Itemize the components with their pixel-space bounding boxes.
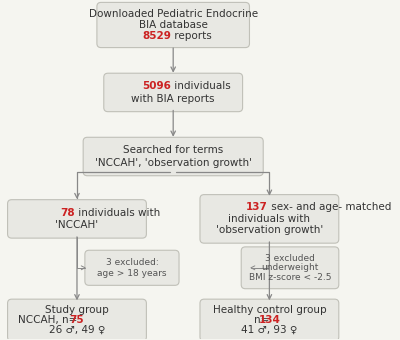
Text: Downloaded Pediatric Endocrine: Downloaded Pediatric Endocrine: [89, 10, 258, 19]
Text: 8529: 8529: [142, 31, 172, 40]
Text: 'NCCAH', 'observation growth': 'NCCAH', 'observation growth': [95, 157, 252, 168]
FancyBboxPatch shape: [200, 194, 339, 243]
FancyBboxPatch shape: [104, 73, 242, 112]
Text: 41 ♂, 93 ♀: 41 ♂, 93 ♀: [241, 325, 298, 335]
Text: age > 18 years: age > 18 years: [97, 269, 167, 278]
Text: 5096: 5096: [142, 81, 172, 91]
Text: individuals: individuals: [172, 81, 231, 91]
Text: 134: 134: [258, 315, 280, 325]
FancyBboxPatch shape: [241, 247, 339, 289]
Text: Healthy control group: Healthy control group: [212, 305, 326, 316]
Text: 3 excluded:: 3 excluded:: [106, 258, 158, 267]
Text: 78: 78: [61, 208, 75, 218]
Text: Searched for terms: Searched for terms: [123, 146, 223, 155]
Text: individuals with: individuals with: [228, 214, 310, 224]
Text: Study group: Study group: [45, 305, 109, 316]
Text: sex- and age- matched: sex- and age- matched: [268, 202, 391, 212]
Text: 'NCCAH': 'NCCAH': [56, 220, 98, 230]
FancyBboxPatch shape: [200, 299, 339, 340]
Text: n=: n=: [254, 315, 269, 325]
Text: 26 ♂, 49 ♀: 26 ♂, 49 ♀: [49, 325, 105, 335]
Text: BMI z-score < -2.5: BMI z-score < -2.5: [249, 273, 331, 282]
Text: 137: 137: [246, 202, 268, 212]
Text: reports: reports: [172, 31, 212, 40]
Text: individuals with: individuals with: [75, 208, 160, 218]
FancyBboxPatch shape: [97, 2, 250, 48]
Text: 75: 75: [70, 315, 84, 325]
Text: with BIA reports: with BIA reports: [132, 94, 215, 103]
Text: BIA database: BIA database: [139, 20, 208, 30]
Text: underweight: underweight: [261, 263, 319, 272]
Text: 'observation growth': 'observation growth': [216, 225, 323, 236]
FancyBboxPatch shape: [83, 137, 263, 176]
FancyBboxPatch shape: [85, 250, 179, 285]
Text: 3 excluded: 3 excluded: [265, 254, 315, 263]
Text: NCCAH, n=: NCCAH, n=: [18, 315, 77, 325]
FancyBboxPatch shape: [8, 299, 146, 340]
FancyBboxPatch shape: [8, 200, 146, 238]
